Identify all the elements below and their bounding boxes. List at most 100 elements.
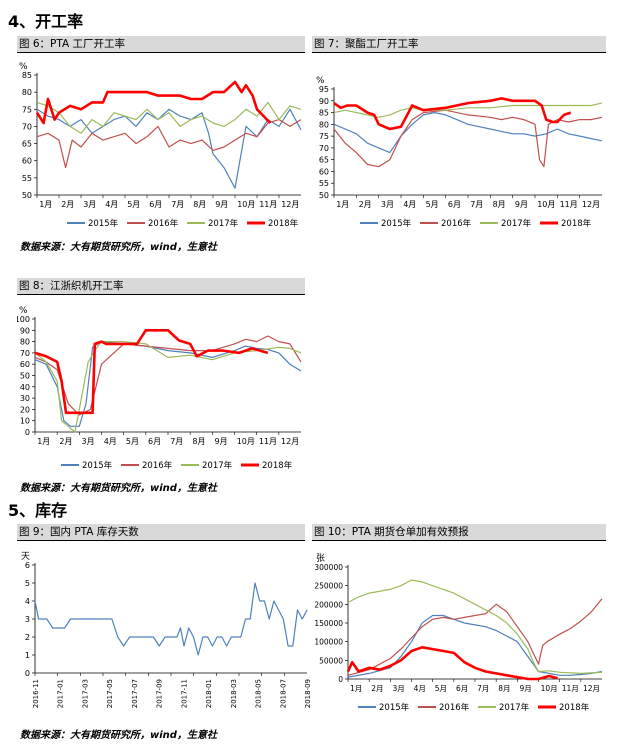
y-tick-label: 0 [338,675,343,684]
legend-label-2016年: 2016年 [439,702,470,713]
x-tick-label: 2018-09 [304,679,312,708]
unit-label: 天 [21,552,30,562]
series-line-2016年 [34,335,302,416]
y-tick-label: 55 [22,174,32,183]
legend-label-2017年: 2017年 [208,218,239,229]
chart-pta-warehouse-receipts: 张 0 50000 100000 150000 200000 250000 300000 1月 2… [314,553,603,713]
section-heading-inventory: 5、库存 [8,501,68,520]
legend-label-2015年: 2015年 [88,218,119,229]
x-tick-label: 2月 [61,200,74,209]
x-tick-label: 12月 [583,684,600,693]
panel-title-fig6: 图 6：PTA 工厂开工率 [17,36,305,53]
legend-label-2017年: 2017年 [499,702,530,713]
y-tick-label: 65 [319,156,329,165]
x-tick-label: 9月 [215,200,228,209]
x-tick-label: 9月 [215,437,228,446]
x-tick-label: 6月 [149,200,162,209]
series-line-2018年 [346,646,558,681]
y-tick-label: 85 [22,71,32,80]
x-tick-label: 2017-09 [156,679,164,708]
chart-jiangzhe-loom-operating-rate: % 0 10 20 30 40 50 60 70 80 90 100 1月 2月 3月 4月 5月 6月 7月 8月 9… [17,306,302,471]
x-tick-label: 2017-05 [106,679,114,708]
x-tick-label: 8月 [192,437,205,446]
panel-title-fig9: 图 9：国内 PTA 库存天数 [17,524,305,541]
x-tick-label: 2018-05 [255,679,263,708]
y-tick-label: 65 [22,140,32,149]
legend-label-2018年: 2018年 [262,460,293,471]
y-tick-label: 50000 [319,656,343,665]
panel-title-fig7: 图 7：聚酯工厂开工率 [312,36,606,53]
series-line-2018年 [35,80,272,125]
series-line-2017年 [347,579,603,674]
series-line-2015年 [333,111,603,154]
x-tick-label: 4月 [403,200,416,209]
x-tick-label: 10月 [537,200,555,209]
y-tick-label: 4 [25,597,30,606]
x-tick-label: 4月 [414,684,426,693]
y-tick-label: 70 [20,349,30,358]
x-tick-label: 10月 [237,200,255,209]
y-tick-label: 90 [20,326,30,335]
y-tick-label: 80 [22,88,32,97]
data-source-note: 数据来源：大有期货研究所，wind，生意社 [20,483,217,494]
y-tick-label: 60 [22,157,32,166]
x-tick-label: 1月 [350,684,362,693]
x-tick-label: 5月 [435,684,447,693]
x-tick-label: 8月 [193,200,206,209]
x-tick-label: 10月 [541,684,558,693]
y-tick-label: 30 [20,394,30,403]
y-tick-label: 150000 [314,619,343,628]
x-tick-label: 6月 [148,437,161,446]
y-tick-label: 0 [25,669,30,678]
x-tick-label: 3月 [392,684,404,693]
unit-label: % [316,76,325,86]
series-line-2018年 [34,328,269,415]
x-tick-label: 7月 [171,200,184,209]
x-tick-label: 11月 [259,437,277,446]
y-tick-label: 70 [319,144,329,153]
x-tick-label: 6月 [456,684,468,693]
x-tick-label: 5月 [126,437,139,446]
legend-label-2015年: 2015年 [379,702,410,713]
y-tick-label: 60 [20,360,30,369]
y-tick-label: 100 [17,315,30,324]
x-tick-label: 3月 [82,437,95,446]
y-tick-label: 75 [319,132,329,141]
series-line-2015年 [347,614,603,678]
chart-polyester-plant-operating-rate: % 50 55 60 65 70 75 80 85 90 95 1月 2月 3月 4月 5月 6月 7月 8月 9月 1… [316,76,603,229]
y-tick-label: 0 [25,428,30,437]
y-tick-label: 6 [25,561,30,570]
unit-label: % [19,62,28,72]
y-tick-label: 70 [22,122,32,131]
x-tick-label: 8月 [493,200,506,209]
data-source-note: 数据来源：大有期货研究所，wind，生意社 [20,242,217,253]
x-tick-label: 12月 [281,437,299,446]
series-line-2016年 [36,118,302,169]
y-tick-label: 5 [25,579,30,588]
series-line-2015年 [36,108,302,189]
x-tick-label: 11月 [560,200,578,209]
x-tick-label: 2017-01 [57,679,65,708]
y-tick-label: 80 [319,120,329,129]
x-tick-label: 3月 [83,200,96,209]
legend-label-2018年: 2018年 [559,702,590,713]
y-tick-label: 75 [22,105,32,114]
y-tick-label: 100000 [314,638,343,647]
y-tick-label: 10 [20,417,30,426]
data-source-note: 数据来源：大有期货研究所，wind，生意社 [20,730,217,741]
x-tick-label: 12月 [582,200,600,209]
x-tick-label: 6月 [448,200,461,209]
legend-label-2015年: 2015年 [82,460,113,471]
chart-pta-inventory-days: 天 0 1 2 3 4 5 6 2016-11 2017-01 2017-03 2017-05 2017… [21,552,312,708]
legend-label-2018年: 2018年 [268,218,299,229]
legend-label-2018年: 2018年 [561,218,592,229]
section-heading-operating-rate: 4、开工率 [8,12,84,31]
series-line-2017年 [34,340,302,433]
y-tick-label: 50 [22,191,32,200]
legend-label-2016年: 2016年 [148,218,179,229]
y-tick-label: 95 [319,85,329,94]
x-tick-label: 2月 [59,437,72,446]
x-tick-label: 4月 [104,437,117,446]
panel-title-fig8: 图 8：江浙织机开工率 [17,278,305,295]
x-tick-label: 9月 [519,684,531,693]
